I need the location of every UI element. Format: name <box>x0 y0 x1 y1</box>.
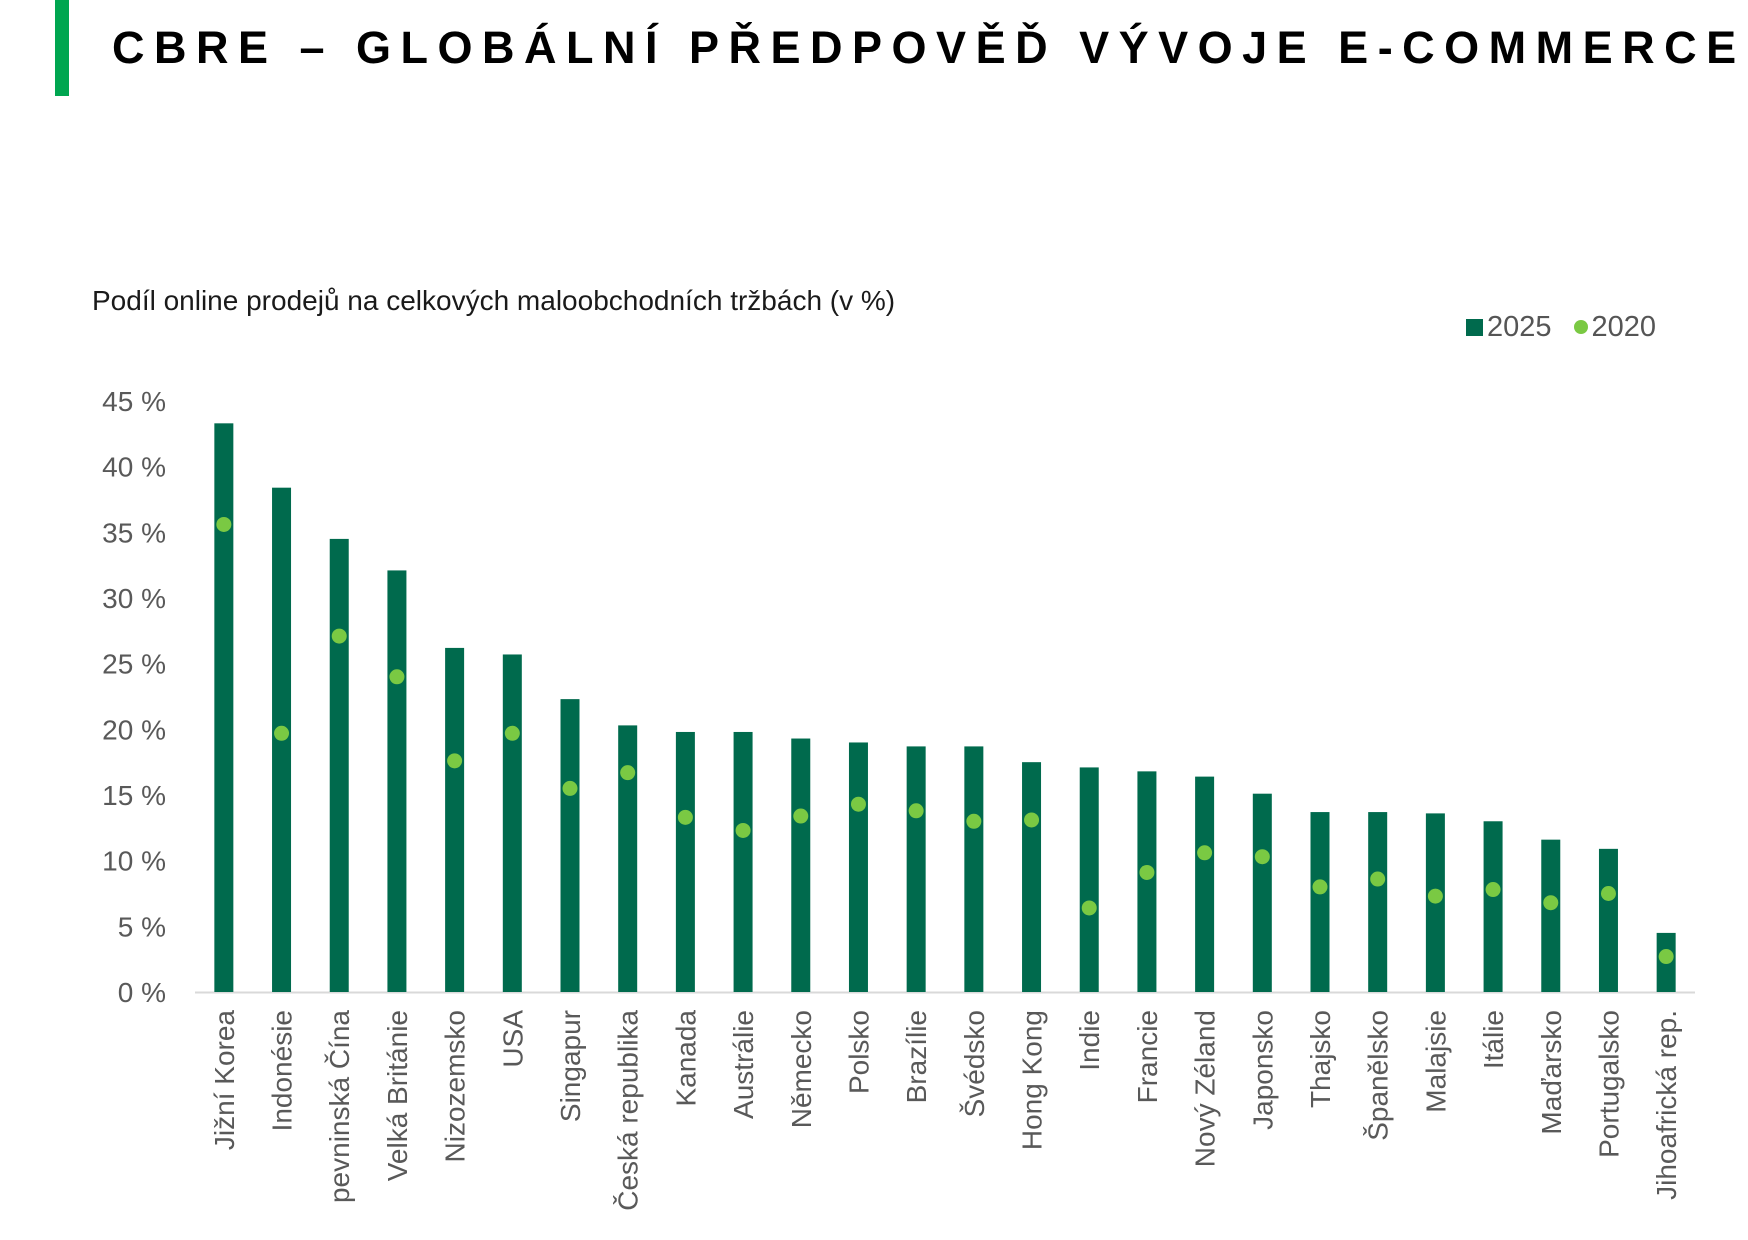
x-tick-label: Indie <box>1074 1010 1105 1071</box>
bar-2025 <box>1022 762 1042 992</box>
bar-2025 <box>1598 848 1618 992</box>
bar-2025 <box>1541 839 1561 992</box>
bar-2025 <box>502 654 522 992</box>
x-tick-label: Hong Kong <box>1017 1010 1048 1150</box>
dot-2020 <box>1312 879 1328 895</box>
bar-2025 <box>560 699 580 992</box>
legend-swatch-2020 <box>1573 320 1588 334</box>
x-tick-label: Malajsie <box>1420 1010 1451 1113</box>
y-tick-label: 40 % <box>102 452 166 483</box>
dot-2020 <box>908 803 924 819</box>
x-tick-label: Jižní Korea <box>209 1010 240 1150</box>
bar-2025 <box>906 746 926 992</box>
dot-2020 <box>274 725 290 741</box>
chart-legend: 2025 2020 <box>1466 310 1656 344</box>
x-tick-label: Velká Británie <box>382 1010 413 1181</box>
x-tick-label: Španělsko <box>1363 1010 1394 1141</box>
bar-2025 <box>733 731 753 992</box>
bar-2025 <box>1079 767 1099 992</box>
y-tick-label: 30 % <box>102 583 166 614</box>
x-tick-label: Thajsko <box>1305 1010 1336 1108</box>
bar-2025 <box>791 738 811 992</box>
x-tick-label: Japonsko <box>1247 1010 1278 1130</box>
legend-item-2025: 2025 <box>1466 311 1552 344</box>
y-tick-label: 15 % <box>102 780 166 811</box>
x-tick-label: Nizozemsko <box>440 1010 471 1162</box>
y-tick-label: 0 % <box>118 977 166 1008</box>
bar-2025 <box>618 725 638 992</box>
dot-2020 <box>1427 888 1443 904</box>
dot-2020 <box>504 725 520 741</box>
dot-2020 <box>389 669 405 685</box>
title-accent-bar <box>55 0 69 96</box>
bar-2025 <box>675 731 695 992</box>
x-tick-label: Jihoafrická rep. <box>1651 1010 1682 1200</box>
bar-2025 <box>1483 821 1503 992</box>
dot-2020 <box>1081 900 1097 916</box>
bar-2025 <box>964 746 984 992</box>
bar-2025 <box>848 742 868 992</box>
x-tick-label: USA <box>497 1010 528 1068</box>
x-tick-label: Indonésie <box>267 1010 298 1131</box>
dot-2020 <box>1197 845 1213 861</box>
x-tick-label: Kanada <box>670 1010 701 1107</box>
x-tick-label: Francie <box>1132 1010 1163 1103</box>
y-tick-label: 20 % <box>102 714 166 745</box>
x-tick-label: Itálie <box>1478 1010 1509 1069</box>
x-tick-label: Nový Zéland <box>1190 1010 1221 1167</box>
bar-2025 <box>214 423 234 992</box>
bar-2025 <box>445 647 465 992</box>
bar-2025 <box>387 570 407 992</box>
x-tick-label: Brazílie <box>901 1010 932 1103</box>
dot-2020 <box>1543 895 1559 911</box>
legend-item-2020: 2020 <box>1573 310 1657 344</box>
y-tick-label: 25 % <box>102 649 166 680</box>
chart-title: Podíl online prodejů na celkových maloob… <box>92 285 896 316</box>
bar-2025 <box>329 538 349 992</box>
x-tick-label: Česká republika <box>613 1010 644 1211</box>
dot-2020 <box>1370 871 1386 887</box>
dot-2020 <box>677 809 693 825</box>
bar-2025 <box>1195 776 1215 992</box>
y-tick-label: 5 % <box>118 911 166 942</box>
dot-2020 <box>1600 886 1616 901</box>
dot-2020 <box>216 516 232 532</box>
dot-2020 <box>1658 949 1674 965</box>
bar-2025 <box>1252 793 1272 992</box>
dot-2020 <box>1485 882 1501 898</box>
dot-2020 <box>1024 812 1040 828</box>
x-tick-label: Portugalsko <box>1593 1010 1624 1158</box>
x-tick-label: Austrálie <box>728 1010 759 1119</box>
dot-2020 <box>793 808 809 824</box>
bar-2025 <box>1310 812 1330 992</box>
page-title: CBRE – GLOBÁLNÍ PŘEDPOVĚĎ VÝVOJE E-COMME… <box>112 22 1746 73</box>
y-tick-label: 10 % <box>102 846 166 877</box>
dot-2020 <box>620 765 636 781</box>
legend-label-2025: 2025 <box>1487 310 1552 343</box>
bar-2025 <box>1368 812 1388 992</box>
x-tick-label: pevninská Čína <box>324 1010 355 1203</box>
x-tick-label: Švédsko <box>959 1010 990 1117</box>
dot-2020 <box>1254 849 1270 865</box>
y-tick-label: 45 % <box>102 386 166 417</box>
dot-2020 <box>562 780 578 796</box>
dot-2020 <box>447 753 463 769</box>
dot-2020 <box>966 813 982 829</box>
dot-2020 <box>331 628 347 644</box>
dot-2020 <box>1139 864 1155 880</box>
x-tick-label: Maďarsko <box>1536 1010 1567 1135</box>
dot-2020 <box>735 822 751 838</box>
y-tick-label: 35 % <box>102 517 166 548</box>
dot-2020 <box>850 796 866 812</box>
legend-swatch-2025 <box>1466 318 1483 336</box>
bar-2025 <box>1137 771 1157 992</box>
x-tick-label: Německo <box>786 1010 817 1128</box>
x-tick-label: Polsko <box>843 1010 874 1094</box>
x-tick-label: Singapur <box>555 1010 586 1122</box>
legend-label-2020: 2020 <box>1591 310 1657 343</box>
